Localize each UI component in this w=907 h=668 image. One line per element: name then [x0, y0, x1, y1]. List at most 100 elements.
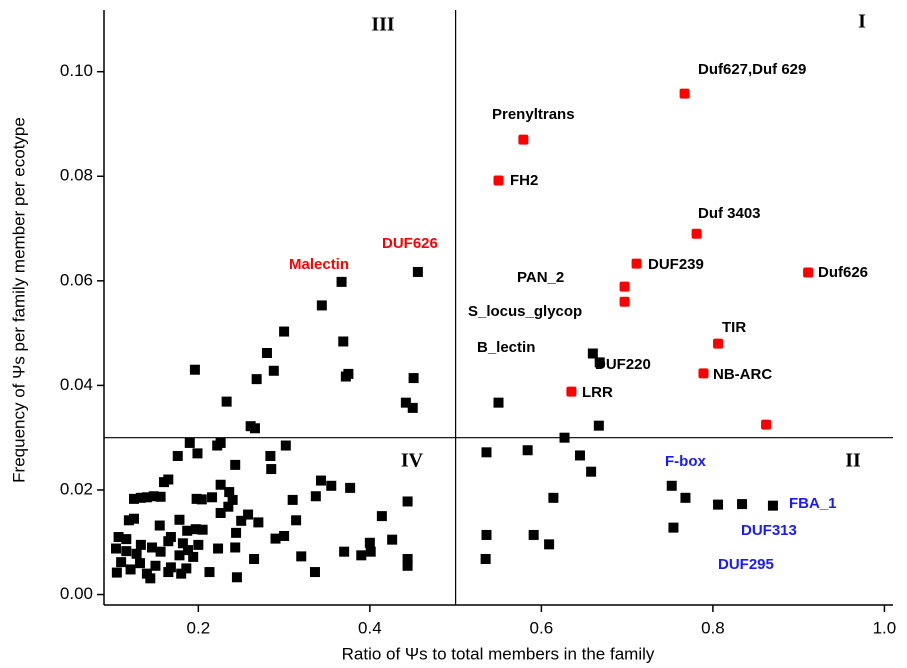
point — [204, 567, 215, 578]
point — [481, 529, 492, 540]
point — [261, 347, 272, 358]
point — [340, 371, 351, 382]
annotation: LRR — [582, 384, 613, 401]
point — [192, 448, 203, 459]
annotation: S_locus_glycop — [468, 303, 582, 320]
point — [147, 542, 158, 553]
x-axis-label: Ratio of Ψs to total members in the fami… — [342, 644, 655, 663]
point — [177, 538, 188, 549]
point — [737, 499, 748, 510]
annotation: Duf626 — [818, 264, 868, 281]
point — [155, 491, 166, 502]
point — [230, 542, 241, 553]
point — [679, 88, 690, 99]
point — [121, 534, 132, 545]
point — [680, 492, 691, 503]
quadrant-label: IV — [401, 450, 424, 472]
point — [184, 437, 195, 448]
point — [666, 480, 677, 491]
point — [402, 553, 413, 564]
point — [279, 530, 290, 541]
annotation: NB-ARC — [713, 366, 772, 383]
x-tick-label: 0.2 — [187, 618, 211, 637]
point — [668, 522, 679, 533]
annotation: Duf 3403 — [698, 205, 761, 222]
point — [243, 509, 254, 520]
annotation: DUF295 — [718, 556, 774, 573]
point — [253, 517, 264, 528]
x-tick-label: 0.4 — [358, 618, 382, 637]
point — [767, 500, 778, 511]
point — [221, 396, 232, 407]
point — [215, 479, 226, 490]
annotation: DUF220 — [595, 356, 651, 373]
point — [315, 475, 326, 486]
point — [249, 423, 260, 434]
point — [231, 572, 242, 583]
point — [135, 492, 146, 503]
point — [183, 545, 194, 556]
point — [145, 573, 156, 584]
point — [593, 420, 604, 431]
point — [280, 440, 291, 451]
x-tick-label: 1.0 — [873, 618, 897, 637]
point — [155, 546, 166, 557]
point — [493, 175, 504, 186]
x-tick-label: 0.8 — [701, 618, 725, 637]
point — [586, 466, 597, 477]
point — [135, 558, 146, 569]
point — [150, 560, 161, 571]
point — [125, 564, 136, 575]
point — [376, 511, 387, 522]
point — [172, 450, 183, 461]
point — [559, 432, 570, 443]
point — [619, 281, 630, 292]
point — [215, 507, 226, 518]
point — [691, 228, 702, 239]
point — [191, 493, 202, 504]
point — [111, 543, 122, 554]
point — [249, 553, 260, 564]
point — [188, 551, 199, 562]
point — [713, 338, 724, 349]
point — [227, 494, 238, 505]
point — [182, 525, 193, 536]
annotation: Malectin — [289, 256, 349, 273]
point — [356, 550, 367, 561]
point — [148, 491, 159, 502]
point — [174, 550, 185, 561]
point — [223, 501, 234, 512]
point — [345, 482, 356, 493]
point — [131, 548, 142, 559]
point — [631, 258, 642, 269]
quadrant-label: II — [845, 450, 861, 472]
point — [236, 515, 247, 526]
point — [176, 568, 187, 579]
point — [619, 296, 630, 307]
point — [207, 492, 218, 503]
point — [163, 567, 174, 578]
point — [339, 546, 350, 557]
annotation: TIR — [722, 319, 746, 336]
point — [230, 459, 241, 470]
point — [309, 567, 320, 578]
annotation: Prenyltrans — [492, 106, 575, 123]
point — [113, 532, 124, 543]
point — [493, 397, 504, 408]
point — [566, 386, 577, 397]
point — [310, 491, 321, 502]
point — [480, 553, 491, 564]
point — [402, 560, 413, 571]
point — [408, 373, 419, 384]
point — [528, 529, 539, 540]
point — [387, 534, 398, 545]
point — [481, 447, 492, 458]
annotation: FH2 — [510, 172, 538, 189]
point — [544, 539, 555, 550]
point — [698, 368, 709, 379]
annotation: Duf627,Duf 629 — [698, 61, 806, 78]
point — [189, 364, 200, 375]
point — [291, 515, 302, 526]
point — [270, 533, 281, 544]
